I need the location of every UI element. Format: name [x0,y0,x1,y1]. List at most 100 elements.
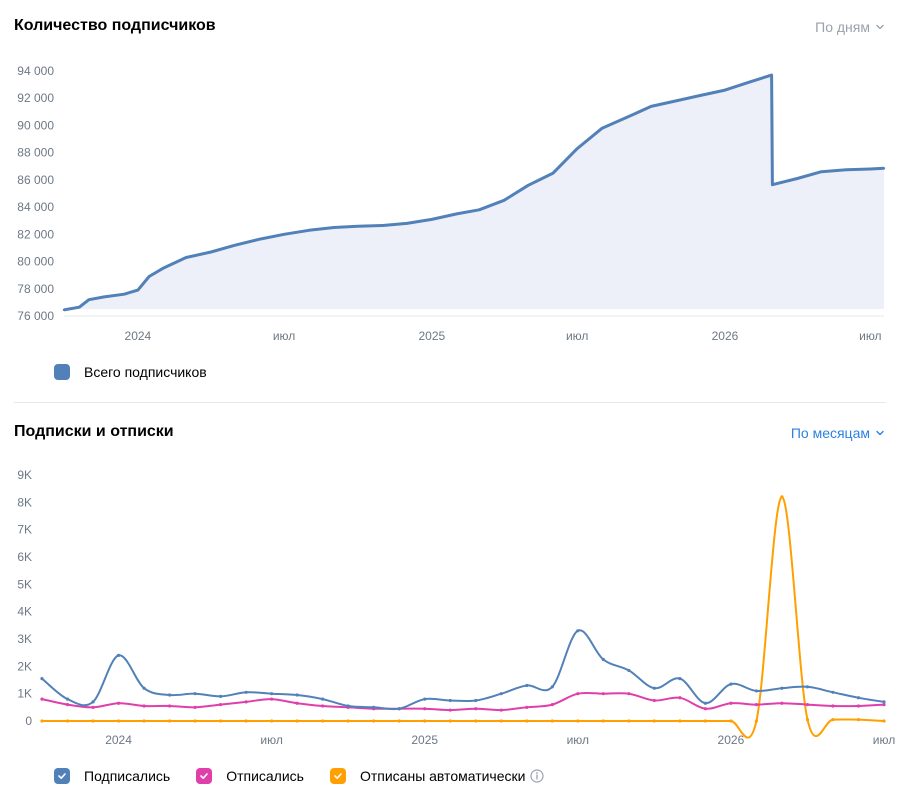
data-point-subscribed [831,690,835,694]
data-point-unsubscribed [448,708,452,712]
data-point-subscribed [40,677,44,681]
data-point-subscribed [525,683,529,688]
data-point [882,167,886,170]
data-point [600,126,604,130]
data-point [698,94,702,97]
data-point-subscribed [270,692,274,696]
x-tick-label: июл [260,733,282,747]
legend-item-subscribed[interactable]: Подписались [54,768,170,784]
y-axis-ticks: 76 000 78 000 80 000 82 000 84 000 86 000 88 0… [17,64,54,323]
y-tick-label: 1K [17,687,32,701]
x-tick-label: 2026 [718,733,745,747]
data-point-subscribed [372,705,376,709]
data-point [282,233,286,236]
legend-label-auto: Отписаны автоматически [359,768,526,784]
data-point [102,295,106,299]
legend-item-total[interactable]: Всего подписчиков [54,364,207,380]
x-tick-label: 2025 [411,733,438,747]
data-point-unsubscribed [550,703,554,707]
data-point-subscribed [423,697,427,701]
data-point [820,170,823,173]
y-tick-label: 78 000 [17,282,54,296]
data-point [748,80,752,84]
data-point-auto [550,719,554,723]
data-point-unsubscribed [65,703,70,707]
data-point-unsubscribed [167,704,172,708]
data-point-auto [372,719,376,723]
data-point-unsubscribed [831,704,835,708]
total-subscribers-area [64,75,884,310]
data-point [258,237,262,241]
data-point-unsubscribed [40,697,44,701]
data-point-auto [805,718,810,722]
data-point-unsubscribed [729,701,733,705]
data-point-auto [601,719,605,723]
data-point-unsubscribed [193,705,197,709]
data-point-subscribed [346,704,350,708]
y-tick-label: 82 000 [17,227,54,241]
data-point-auto [652,719,656,723]
data-point-unsubscribed [601,692,605,696]
data-point [845,168,848,171]
data-point-unsubscribed [882,703,886,707]
y-tick-label: 7K [17,523,32,537]
y-axis-ticks: 0 1K 2K 3K 4K 5K 6K 7K 8K 9K [17,468,32,728]
data-point [233,244,237,247]
data-point [796,177,799,180]
data-point [551,171,555,175]
data-point-auto [423,719,427,723]
legend-checkbox-unsubscribed[interactable] [196,768,213,784]
data-point-auto [780,495,784,499]
legend-item-auto[interactable]: Отписаны автоматически [329,768,545,784]
subscribers-legend: Всего подписчиков [54,364,233,380]
data-point-subscribed [601,657,605,662]
check-icon [334,773,342,779]
legend-checkbox-subscribed[interactable] [54,768,70,784]
data-point [478,208,481,212]
data-point-auto [576,719,580,723]
data-point-auto [474,719,478,723]
data-point-auto [167,719,172,723]
data-point-subscribed [474,698,478,703]
subscribers-period-select[interactable]: По дням [815,19,884,35]
data-point [161,267,164,270]
data-point-subscribed [678,677,682,681]
info-icon[interactable] [530,769,545,783]
data-point-auto [142,719,146,723]
data-point-unsubscribed [703,707,707,711]
data-point-subscribed [499,692,503,696]
data-point-auto [65,719,70,723]
x-tick-label: 2024 [105,733,132,747]
subscribers-chart-title: Количество подписчиков [14,17,216,34]
data-point [332,226,336,229]
chevron-down-icon [876,430,884,436]
data-point-auto [295,719,299,723]
data-point [869,167,872,171]
legend-item-unsubscribed[interactable]: Отписались [196,768,304,784]
legend-swatch-total [54,364,70,380]
data-point-subscribed [805,685,810,689]
data-point-auto [627,719,631,723]
y-tick-label: 9K [17,468,32,482]
data-point-unsubscribed [678,696,682,700]
chevron-down-icon [876,24,884,30]
data-point [307,229,311,232]
data-point [62,308,66,312]
data-point-auto [754,719,759,723]
legend-label-subscribed: Подписались [84,768,171,784]
data-point-unsubscribed [780,701,784,705]
subs-unsubs-period-select[interactable]: По месяцам [791,425,884,441]
data-point-subscribed [397,707,401,711]
subs-unsubs-chart-title: Подписки и отписки [14,423,174,440]
legend-checkbox-auto[interactable] [329,768,346,784]
data-point-unsubscribed [219,703,223,707]
data-point-subscribed [550,685,554,689]
check-icon [58,773,66,779]
data-point-subscribed [295,693,299,697]
data-point-unsubscribed [321,704,325,708]
data-point-auto [831,718,835,722]
data-point-auto [499,719,503,723]
data-point [576,147,579,150]
data-point-unsubscribed [295,701,299,705]
y-tick-label: 86 000 [17,173,54,187]
